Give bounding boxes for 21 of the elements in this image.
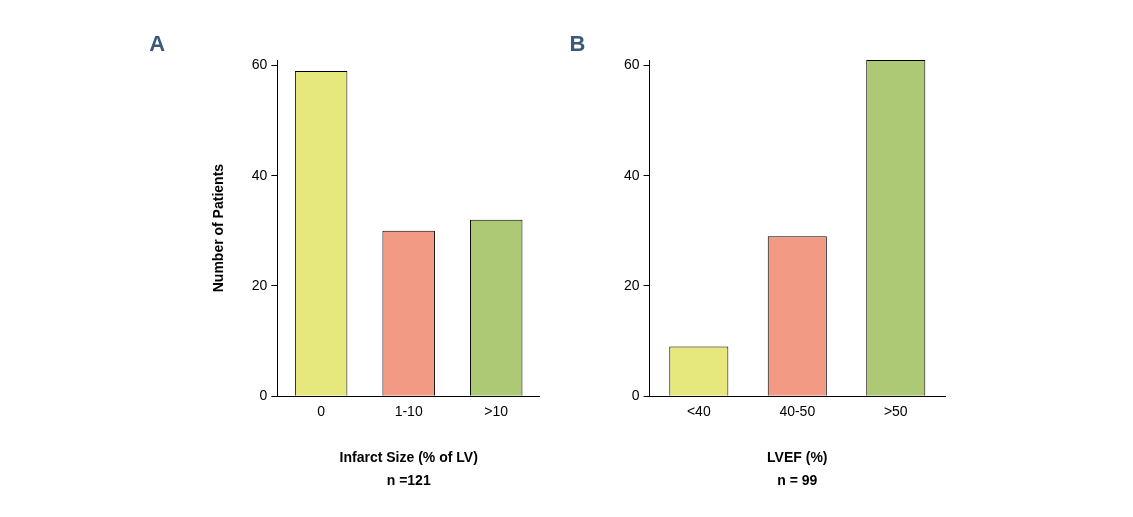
x-tick-label: >10	[484, 403, 509, 420]
y-tick-label: 40	[251, 166, 268, 183]
y-tick-label: 60	[623, 56, 640, 73]
x-axis-title: Infarct Size (% of LV)	[339, 449, 478, 466]
y-axis-title: Number of Patients	[210, 163, 227, 293]
y-tick-label: 0	[631, 387, 640, 404]
x-tick-label: 40-50	[779, 403, 816, 420]
y-tick-label: 0	[259, 387, 268, 404]
x-tick-label: 1-10	[394, 403, 423, 420]
text: n = 99	[777, 472, 818, 489]
chart-title: A	[149, 31, 166, 57]
chart-title: B	[569, 31, 586, 57]
y-tick-label: 20	[251, 276, 268, 293]
y-tick-label: 60	[251, 56, 268, 73]
y-tick-label: 40	[623, 166, 640, 183]
x-tick-label: 0	[317, 403, 326, 420]
x-tick-label: >50	[883, 403, 908, 420]
text: n =121	[386, 472, 431, 489]
x-tick-label: <40	[686, 403, 711, 420]
y-tick-label: 20	[623, 276, 640, 293]
x-axis-title: LVEF (%)	[767, 449, 828, 466]
